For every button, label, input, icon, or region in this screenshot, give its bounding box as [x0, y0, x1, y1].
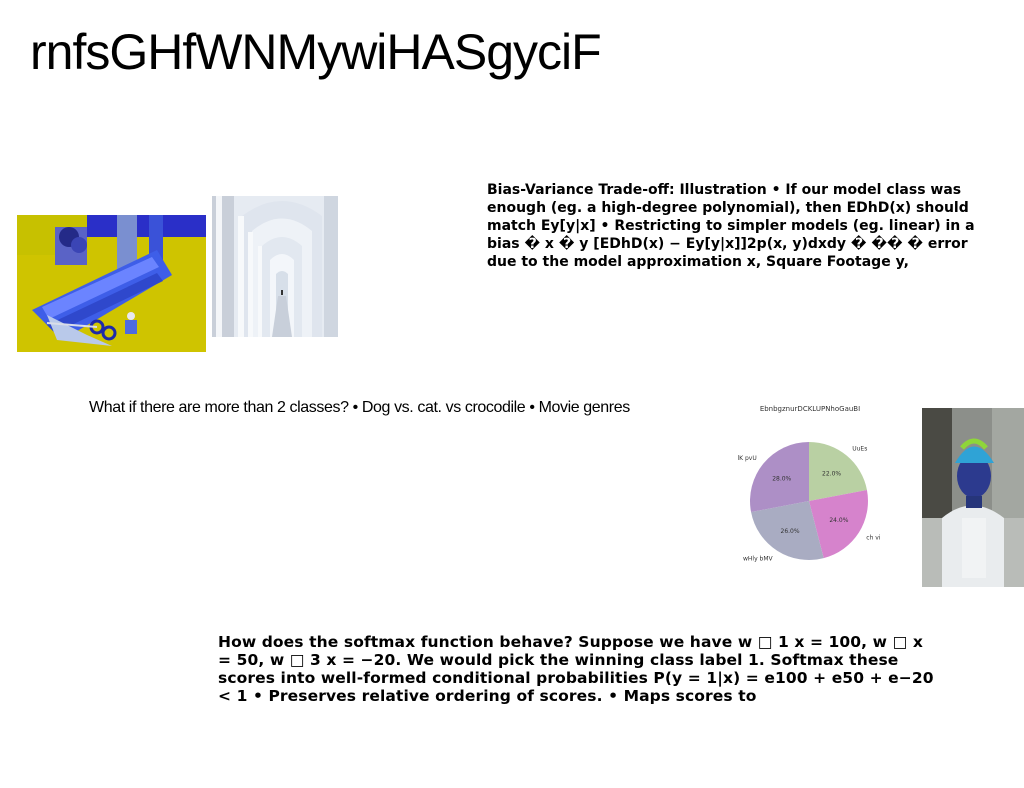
pie-category-label: UuEs: [852, 446, 867, 453]
pie-chart: EbnbgznurDCKLUPNhoGauBI 22.0% UuEs 24.0% ch…: [735, 400, 885, 585]
chart-title: EbnbgznurDCKLUPNhoGauBI: [760, 405, 860, 413]
pie-category-label: ch vi: [866, 534, 881, 541]
softmax-text: How does the softmax function behave? Su…: [218, 633, 938, 705]
person-photo: [922, 408, 1024, 587]
page-title: rnfsGHfWNMywiHASgyciF: [30, 22, 601, 82]
bias-variance-text: Bias-Variance Trade-off: Illustration • …: [487, 181, 997, 271]
pie-value-label: 28.0%: [772, 475, 791, 482]
pie-category-label: wHly bMV: [743, 555, 774, 562]
pie-value-label: 22.0%: [822, 471, 841, 478]
pie-chart-svg: EbnbgznurDCKLUPNhoGauBI 22.0% UuEs 24.0% ch…: [735, 400, 885, 585]
pie-value-label: 26.0%: [781, 528, 800, 535]
corridor-photo: [212, 196, 338, 337]
pie-value-label: 24.0%: [829, 517, 848, 524]
pie-category-label: lK pvU: [737, 455, 756, 462]
multiclass-text: What if there are more than 2 classes? •…: [89, 398, 630, 418]
gift-photo: [17, 215, 206, 352]
